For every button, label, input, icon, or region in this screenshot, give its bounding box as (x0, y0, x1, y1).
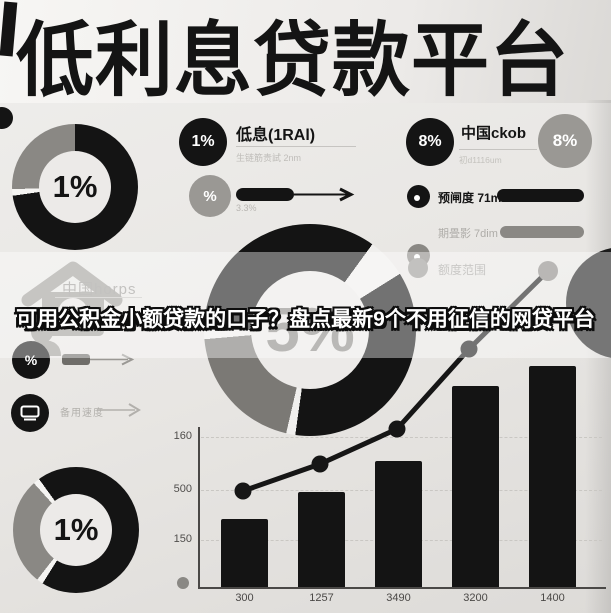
arrow-bar-black (236, 187, 355, 202)
x-axis-label: 300 (235, 592, 254, 604)
mid-section-subtitle: 生链筋贵試 2nm (236, 153, 302, 163)
y-axis-line (198, 427, 200, 589)
percent-circle-left: % (12, 341, 50, 379)
origin-dot (177, 577, 189, 589)
monitor-icon (20, 405, 40, 421)
right-underline (459, 149, 537, 150)
house-underline (55, 297, 142, 298)
rate-badge-right-black: 8% (406, 118, 454, 166)
bar (221, 519, 268, 587)
x-axis-line (198, 587, 606, 589)
rate-badge-black: 1% (179, 118, 227, 166)
right-section-title: 中国ckob (461, 125, 527, 142)
bar (298, 492, 345, 587)
mid-note: 3.3% (236, 203, 257, 213)
percent-circle-label: % (24, 352, 38, 368)
percent-badge-label: % (203, 187, 217, 205)
monitor-icon-circle (11, 394, 49, 432)
face-icon (414, 195, 420, 201)
face-icon (414, 254, 420, 260)
row-icon-black (407, 185, 430, 208)
left-row2-label: 备用速度 (60, 408, 104, 419)
row-bar-2 (500, 226, 584, 238)
donut-chart-bottom-left: 1% (13, 467, 139, 593)
row-bar-1 (497, 189, 584, 202)
x-axis-label: 3490 (386, 592, 411, 604)
y-axis-tick: 150 (173, 533, 192, 545)
rate-badge-right-label: 8% (418, 133, 442, 150)
donut-chart-top-left: 1% (12, 124, 138, 250)
rate-badge-right-gray: 8% (538, 114, 592, 168)
rate-badge-label: 1% (191, 133, 215, 150)
y-axis-tick: 500 (173, 483, 192, 495)
mid-underline (236, 146, 356, 147)
rate-badge-gray-label: 8% (552, 131, 578, 150)
y-axis-tick: 160 (173, 430, 192, 442)
mid-section-title: 低息(1RAl) (236, 127, 316, 144)
x-axis-label: 1400 (540, 592, 565, 604)
x-axis-label: 3200 (463, 592, 488, 604)
donut-bottom-value: 1% (53, 512, 99, 547)
bar (375, 461, 422, 587)
banner-background (0, 0, 611, 103)
arrow-bar-gray (62, 353, 135, 366)
overlay-band (0, 252, 611, 358)
bar (452, 386, 499, 587)
house-label: 中国horps (62, 281, 137, 298)
headline-text: 可用公积金小额贷款的口子？盘点最新9个不用征信的网贷平台 (16, 308, 595, 331)
percent-badge-gray: % (189, 175, 231, 217)
edge-dot (0, 107, 13, 129)
page-title: 低利息贷款平台 (16, 14, 570, 107)
row-label-1: 预闸度 71mm (438, 191, 513, 205)
row-label-2: 期畳影 7dim (438, 228, 498, 240)
thin-arrow-icon (97, 403, 141, 417)
donut-top-left-value: 1% (52, 169, 98, 204)
bar (529, 366, 576, 587)
x-axis-label: 1257 (309, 592, 334, 604)
right-section-subtitle: 初d1116um (459, 155, 502, 165)
